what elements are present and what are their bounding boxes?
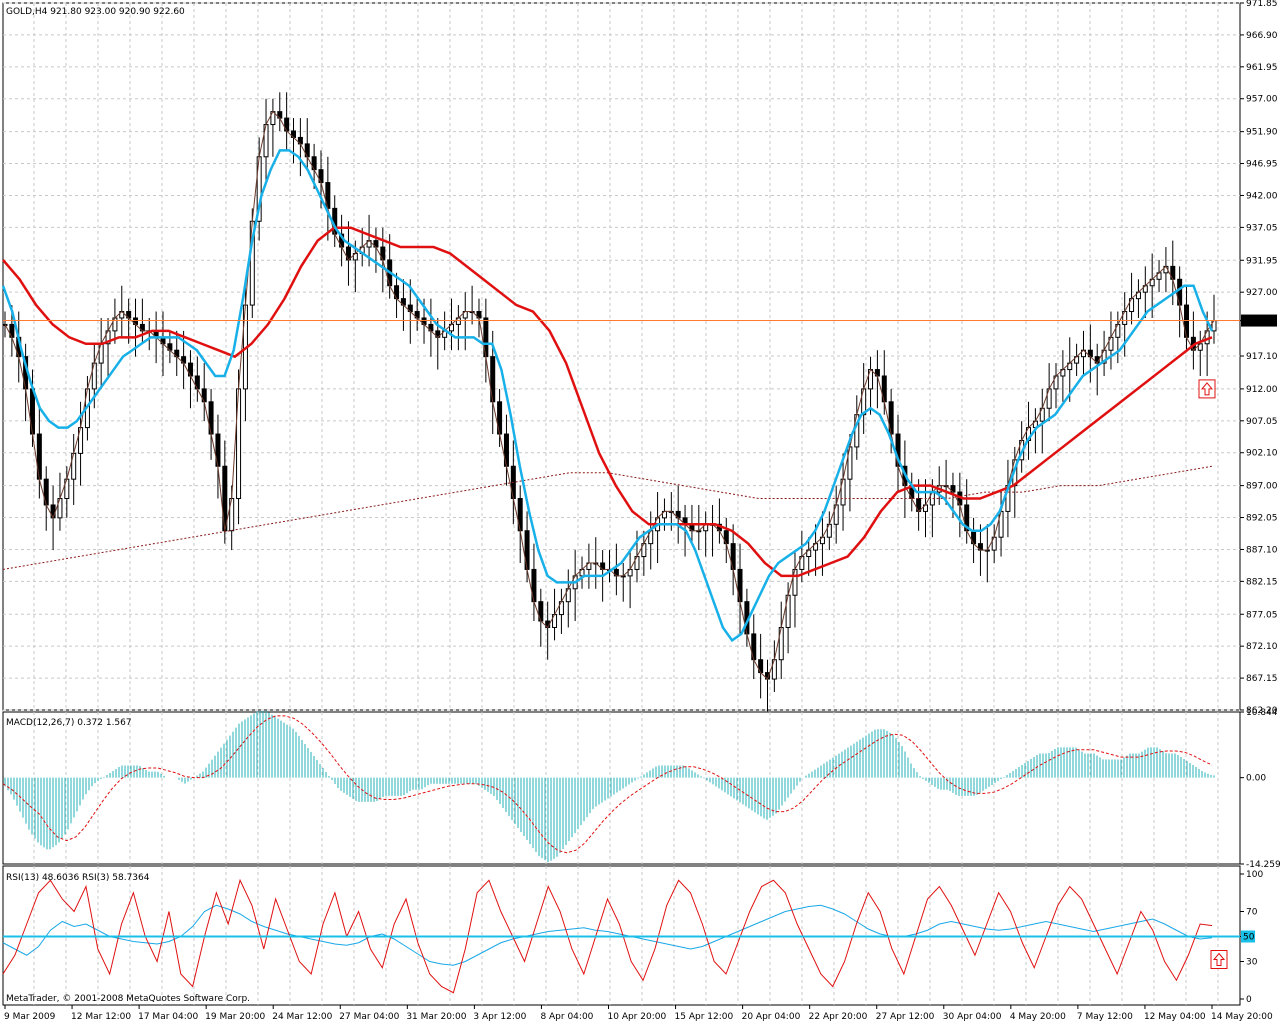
rsi-tick-label: 70: [1246, 908, 1258, 918]
macd-signal-line: [2, 715, 1213, 854]
time-tick-label: 31 Mar 20:00: [406, 1012, 466, 1022]
time-tick-label: 12 Mar 12:00: [71, 1012, 131, 1022]
time-tick-label: 30 Apr 04:00: [943, 1012, 1002, 1022]
rsi-level-label: 50: [1243, 933, 1255, 943]
price-tick-label: 902.10: [1246, 449, 1278, 459]
rsi-tick-label: 0: [1246, 995, 1252, 1005]
time-tick-label: 9 Mar 2009: [4, 1012, 56, 1022]
rsi-tick-label: 30: [1246, 958, 1258, 968]
time-tick-label: 24 Mar 12:00: [272, 1012, 332, 1022]
macd-panel[interactable]: 10.844 0.00 -14.259: [2, 708, 1280, 870]
rsi-signal-arrow-icon: [1212, 952, 1226, 966]
price-tick-label: 946.95: [1246, 160, 1278, 170]
price-tick-label: 951.90: [1246, 128, 1278, 138]
price-tick-label: 937.05: [1246, 223, 1278, 233]
ma-slow-line: [2, 226, 1213, 578]
rsi-series-line: [2, 904, 1213, 966]
ma-long-line: [2, 465, 1213, 570]
price-tick-label: 892.05: [1246, 514, 1278, 524]
time-tick-label: 10 Apr 20:00: [608, 1012, 667, 1022]
price-title: GOLD,H4 921.80 923.00 920.90 922.60: [6, 7, 185, 17]
current-price-label: 922.60: [1244, 317, 1276, 327]
time-tick-label: 7 May 12:00: [1077, 1012, 1133, 1022]
rsi-level-box: [1241, 930, 1255, 943]
time-tick-label: 20 Apr 04:00: [742, 1012, 801, 1022]
time-tick-label: 22 Apr 20:00: [809, 1012, 868, 1022]
time-tick-label: 19 Mar 20:00: [205, 1012, 265, 1022]
panel-frame: [2, 711, 1241, 865]
time-tick-label: 14 May 20:00: [1211, 1012, 1273, 1022]
time-tick-label: 8 Apr 04:00: [540, 1012, 593, 1022]
price-tick-label: 912.00: [1246, 385, 1278, 395]
price-tick-label: 927.00: [1246, 288, 1278, 298]
price-tick-label: 882.15: [1246, 577, 1278, 587]
copyright-text: MetaTrader, © 2001-2008 MetaQuotes Softw…: [6, 994, 250, 1004]
macd-title: MACD(12,26,7) 0.372 1.567: [6, 718, 132, 728]
price-tick-label: 867.15: [1246, 674, 1278, 684]
price-panel[interactable]: 971.85 966.90 961.95 957.00 951.90 946.95 942.…: [1, 0, 1278, 716]
time-tick-label: 12 May 04:00: [1144, 1012, 1206, 1022]
time-tick-label: 27 Apr 12:00: [876, 1012, 935, 1022]
macd-tick-label: -14.259: [1246, 860, 1280, 870]
time-tick-label: 4 May 20:00: [1010, 1012, 1066, 1022]
price-tick-label: 862.20: [1246, 706, 1278, 716]
price-tick-label: 942.00: [1246, 191, 1278, 201]
time-tick-label: 15 Apr 12:00: [675, 1012, 734, 1022]
time-tick-label: 3 Apr 12:00: [473, 1012, 526, 1022]
price-tick-label: 907.05: [1246, 417, 1278, 427]
price-tick-label: 961.95: [1246, 63, 1278, 73]
price-tick-label: 966.90: [1246, 31, 1278, 41]
rsi-title: RSI(13) 48.6036 RSI(3) 58.7364: [6, 873, 150, 883]
price-tick-label: 887.10: [1246, 545, 1278, 555]
signal-arrow-box: [1198, 379, 1216, 399]
macd-tick-label: 10.844: [1246, 708, 1278, 718]
price-tick-label: 917.10: [1246, 352, 1278, 362]
rsi-tick-label: 100: [1246, 870, 1263, 880]
price-tick-label: 957.00: [1246, 95, 1278, 105]
price-tick-label: 931.95: [1246, 256, 1278, 266]
macd-tick-label: 0.00: [1246, 774, 1266, 784]
signal-arrow-icon: [1200, 382, 1214, 396]
time-tick-label: 17 Mar 04:00: [138, 1012, 198, 1022]
price-tick-label: 897.00: [1246, 482, 1278, 492]
time-axis: 9 Mar 2009 12 Mar 12:00 17 Mar 04:00 19 Mar…: [4, 1005, 1273, 1022]
ma-fast-line: [1, 149, 1214, 643]
time-tick-label: 27 Mar 04:00: [339, 1012, 399, 1022]
price-tick-label: 877.05: [1246, 610, 1278, 620]
price-tick-label: 971.85: [1246, 0, 1278, 9]
rsi-panel[interactable]: 100 70 30 0 50: [2, 865, 1263, 1006]
current-price-box: [1241, 314, 1277, 327]
rsi-signal-arrow-box: [1210, 950, 1228, 969]
price-tick-label: 872.10: [1246, 642, 1278, 652]
close-line: [4, 110, 1215, 680]
